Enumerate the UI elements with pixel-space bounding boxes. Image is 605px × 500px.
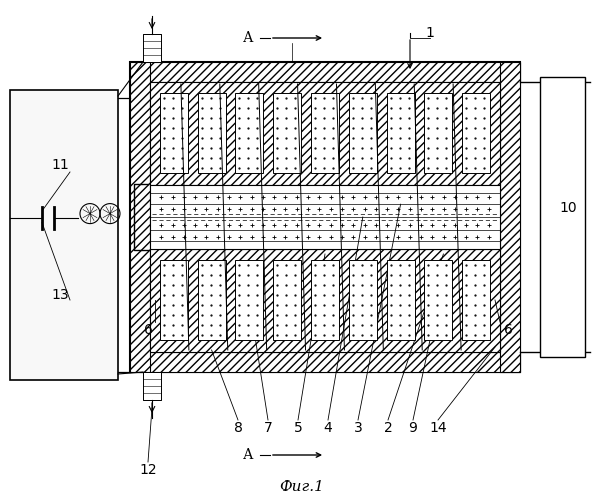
- Bar: [235, 93, 263, 173]
- Bar: [387, 260, 414, 340]
- Bar: [143, 34, 161, 62]
- Text: 6: 6: [503, 323, 512, 337]
- Bar: [130, 62, 150, 372]
- Bar: [150, 82, 500, 185]
- Text: 6: 6: [143, 323, 152, 337]
- Bar: [273, 260, 301, 340]
- Text: А: А: [243, 448, 253, 462]
- Text: 10: 10: [559, 201, 577, 215]
- Bar: [424, 260, 453, 340]
- Text: 8: 8: [234, 421, 243, 435]
- Bar: [235, 260, 263, 340]
- Bar: [160, 260, 188, 340]
- Bar: [387, 93, 414, 173]
- Bar: [143, 372, 161, 400]
- Bar: [198, 260, 226, 340]
- Bar: [130, 62, 520, 82]
- Text: 13: 13: [51, 288, 69, 302]
- Bar: [198, 93, 226, 173]
- Bar: [150, 185, 500, 249]
- Bar: [349, 260, 377, 340]
- Bar: [273, 93, 301, 173]
- Bar: [311, 93, 339, 173]
- Bar: [150, 249, 500, 352]
- Bar: [462, 260, 490, 340]
- Text: 11: 11: [51, 158, 69, 172]
- Bar: [349, 93, 377, 173]
- Bar: [540, 77, 585, 357]
- Text: 4: 4: [324, 421, 332, 435]
- Bar: [160, 93, 188, 173]
- Text: Фиг.1: Фиг.1: [280, 480, 324, 494]
- Bar: [130, 352, 520, 372]
- Text: А: А: [243, 31, 253, 45]
- Text: 3: 3: [354, 421, 362, 435]
- Text: 12: 12: [139, 463, 157, 477]
- Text: 5: 5: [293, 421, 302, 435]
- Text: 14: 14: [429, 421, 447, 435]
- Bar: [130, 62, 520, 372]
- Text: 2: 2: [384, 421, 393, 435]
- Bar: [10, 90, 118, 380]
- Bar: [311, 260, 339, 340]
- Bar: [424, 93, 453, 173]
- Text: 1: 1: [425, 26, 434, 40]
- Text: 9: 9: [408, 421, 417, 435]
- Bar: [500, 62, 520, 372]
- Bar: [462, 93, 490, 173]
- Text: 7: 7: [264, 421, 272, 435]
